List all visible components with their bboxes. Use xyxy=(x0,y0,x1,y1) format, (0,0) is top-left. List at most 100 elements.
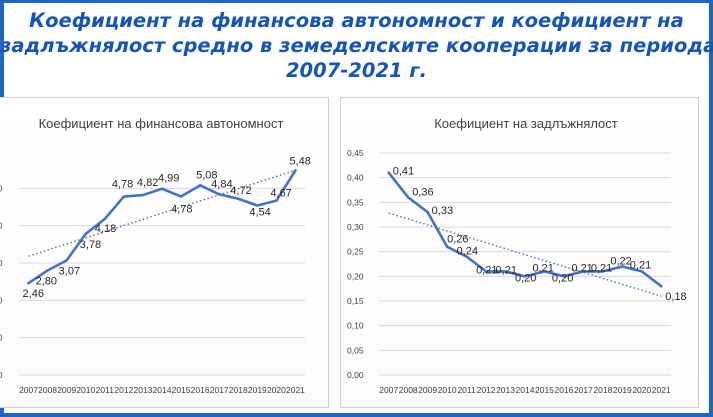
x-tick-label: 2010 xyxy=(438,385,457,395)
y-tick-label: 0,10 xyxy=(347,321,364,331)
data-label: 4,84 xyxy=(211,178,232,190)
x-tick-label: 2021 xyxy=(652,385,671,395)
data-point xyxy=(640,270,643,273)
y-tick-label: 00 xyxy=(0,333,3,343)
trendline xyxy=(28,169,296,257)
x-tick-label: 2014 xyxy=(153,385,172,395)
data-point xyxy=(179,195,183,198)
x-tick-label: 2009 xyxy=(418,385,437,395)
x-tick-label: 2017 xyxy=(210,385,229,395)
x-tick-label: 2021 xyxy=(286,385,305,395)
data-label: 0,24 xyxy=(457,246,478,258)
data-label: 0,21 xyxy=(591,262,612,274)
data-label: 4,54 xyxy=(249,207,270,219)
data-label: 0,22 xyxy=(610,255,631,267)
data-point xyxy=(84,232,87,236)
y-tick-label: 0,25 xyxy=(347,247,364,257)
data-label: 4,82 xyxy=(137,177,158,189)
data-label: 5,08 xyxy=(196,169,217,181)
x-tick-label: 2013 xyxy=(496,385,515,395)
title-line-3: 2007-2021 г. xyxy=(285,59,428,82)
data-point xyxy=(294,169,297,172)
x-tick-label: 2019 xyxy=(613,385,632,395)
x-tick-label: 2008 xyxy=(38,385,57,395)
x-tick-label: 2016 xyxy=(191,385,210,395)
x-tick-label: 2011 xyxy=(96,385,115,395)
data-label: 0,26 xyxy=(447,234,468,246)
data-point xyxy=(426,211,429,214)
chart-title: Коефициент на задлъжнялост xyxy=(434,116,618,131)
data-label: 0,21 xyxy=(630,259,651,271)
trendline xyxy=(388,212,662,297)
data-label: 4,18 xyxy=(95,223,116,235)
x-tick-label: 2014 xyxy=(516,385,535,395)
data-label: 0,36 xyxy=(412,186,433,198)
x-tick-label: 2012 xyxy=(114,385,133,395)
x-tick-label: 2020 xyxy=(632,385,651,395)
data-point xyxy=(256,204,259,207)
x-tick-label: 2017 xyxy=(574,385,593,395)
data-label: 4,78 xyxy=(112,179,133,191)
chart-panel-indebtedness: Коефициент на задлъжнялост 0,00 0,05 0,10 0,… xyxy=(340,97,699,408)
data-point xyxy=(387,171,390,174)
chart-indebtedness: Коефициент на задлъжнялост 0,00 0,05 0,10 0,… xyxy=(347,116,687,395)
data-point xyxy=(582,270,585,273)
y-tick-label: 0,35 xyxy=(347,197,364,207)
data-label: 0,20 xyxy=(552,272,573,284)
data-point xyxy=(122,195,126,198)
data-point xyxy=(27,281,30,285)
data-point xyxy=(562,275,566,278)
data-point xyxy=(543,270,546,273)
data-point xyxy=(523,275,527,278)
data-point xyxy=(660,285,663,288)
chart-financial-autonomy: Коефициент на финансова автономност 0 0 0 0 0… xyxy=(0,116,311,395)
data-point xyxy=(465,255,468,258)
data-point xyxy=(237,197,240,200)
x-tick-label: 2019 xyxy=(248,385,267,395)
x-tick-label: 2015 xyxy=(172,385,191,395)
y-tick-label: 0,15 xyxy=(347,296,364,306)
x-tick-label: 2010 xyxy=(76,385,95,395)
x-tick-label: 2015 xyxy=(535,385,554,395)
x-tick-label: 2009 xyxy=(57,385,76,395)
x-tick-label: 2007 xyxy=(379,385,398,395)
chart-panel-background xyxy=(0,98,328,407)
data-label: 0,21 xyxy=(571,262,592,274)
data-point xyxy=(198,184,202,187)
data-label: 4,99 xyxy=(158,173,179,185)
y-tick-label: 00 xyxy=(0,370,3,380)
data-point xyxy=(141,193,145,197)
title-line-1: Коефициент на финансова автономност и ко… xyxy=(29,9,684,32)
y-tick-label: 0,40 xyxy=(347,173,364,183)
y-tick-label: 0,30 xyxy=(347,222,364,232)
y-tick-label: 00 xyxy=(0,221,3,231)
x-tick-label: 2012 xyxy=(477,385,496,395)
data-point xyxy=(601,270,605,273)
slide-title: Коефициент на финансова автономност и ко… xyxy=(0,8,713,83)
data-label: 2,46 xyxy=(23,288,44,300)
y-tick-label: 0,20 xyxy=(347,271,364,281)
data-label: 0,21 xyxy=(496,264,517,276)
data-point xyxy=(46,269,49,272)
data-label: 2,80 xyxy=(36,275,57,287)
chart-title: Коефициент на финансова автономност xyxy=(39,116,284,131)
data-point xyxy=(218,193,221,196)
y-tick-label: 0,05 xyxy=(347,345,364,355)
data-label: 4,72 xyxy=(230,185,251,197)
x-tick-label: 2011 xyxy=(457,385,476,395)
title-line-2: задлъжнялост средно в земеделските коопе… xyxy=(0,34,713,57)
data-point xyxy=(65,259,68,262)
x-tick-label: 2018 xyxy=(593,385,612,395)
data-point xyxy=(504,270,507,273)
data-point xyxy=(445,245,449,248)
y-tick-label: 00 xyxy=(0,258,3,268)
x-tick-label: 2013 xyxy=(133,385,152,395)
x-tick-label: 2016 xyxy=(554,385,573,395)
y-tick-label: 0,45 xyxy=(347,148,364,158)
data-point xyxy=(621,265,624,268)
x-tick-label: 2020 xyxy=(267,385,286,395)
x-tick-label: 2018 xyxy=(229,385,248,395)
data-label: 4,78 xyxy=(171,204,192,216)
chart-panel-financial-autonomy: Коефициент на финансова автономност 0 0 0 0 0… xyxy=(0,97,329,408)
data-point xyxy=(103,217,107,221)
